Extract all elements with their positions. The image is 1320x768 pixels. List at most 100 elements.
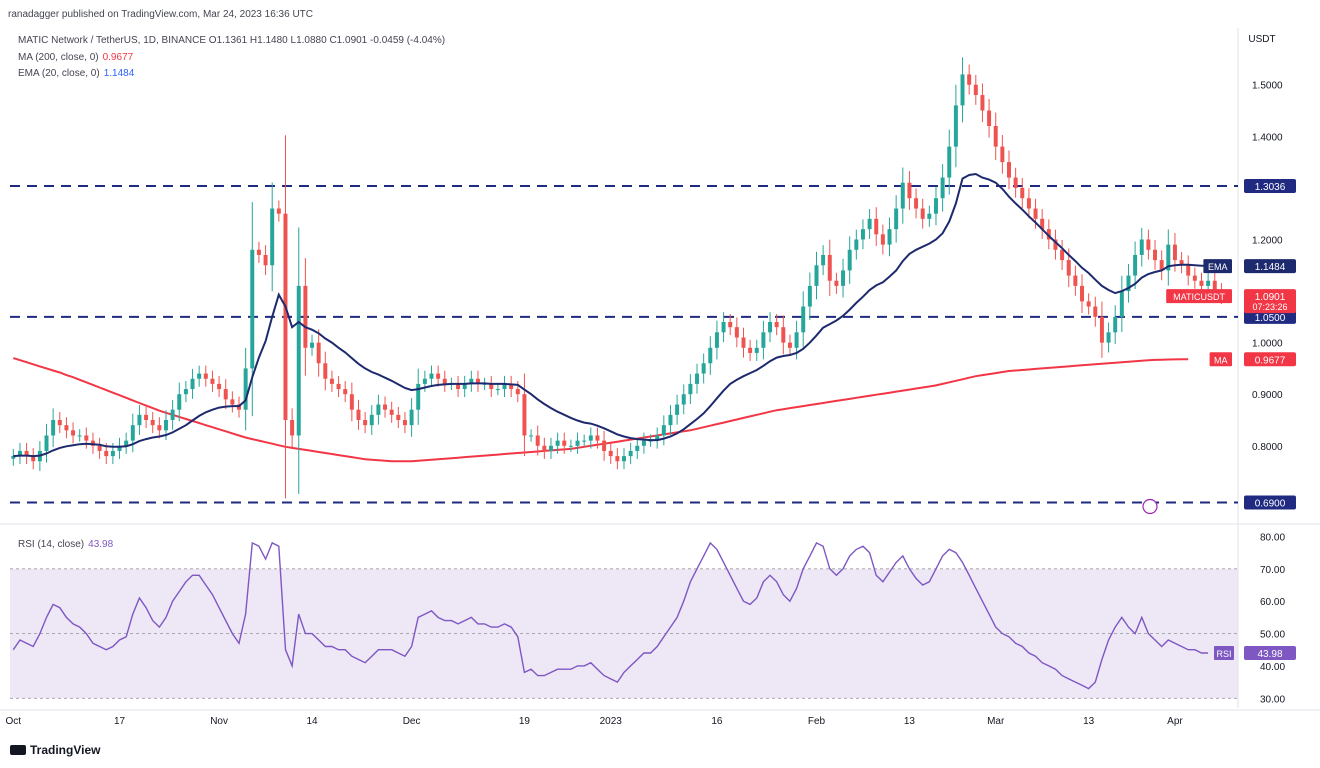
candle-body <box>681 394 686 405</box>
candle-body <box>303 285 308 348</box>
rsi-tick-label: 60.00 <box>1260 597 1285 608</box>
candle-body <box>887 229 892 245</box>
candle-body <box>163 420 168 431</box>
candle-body <box>953 105 958 147</box>
candle-body <box>442 378 447 384</box>
candle-body <box>1212 280 1217 292</box>
candle-body <box>137 414 142 426</box>
candle-body <box>900 182 905 209</box>
candle-body <box>44 435 49 451</box>
candles <box>11 57 1224 499</box>
candle-body <box>768 322 773 333</box>
candle-body <box>237 404 241 410</box>
candle-body <box>987 110 992 126</box>
candle-body <box>841 270 846 286</box>
candle-body <box>734 327 739 338</box>
rsi-legend-value: 43.98 <box>88 539 114 550</box>
candle-body <box>867 218 872 230</box>
ma-legend: MA (200, close, 0) 0.9677 <box>18 52 133 63</box>
candle-body <box>1093 306 1098 317</box>
tradingview-logo-icon <box>10 745 26 755</box>
horizontal-levels: 1.3036 1.0500 0.6900 <box>10 179 1296 510</box>
candle-body <box>1179 260 1184 266</box>
candle-body <box>960 74 965 106</box>
time-tick-label: Apr <box>1167 716 1183 727</box>
candle-body <box>1066 260 1071 276</box>
candle-body <box>728 322 733 328</box>
candle-body <box>329 378 334 384</box>
candle-body <box>1126 275 1131 292</box>
publish-info: ranadagger published on TradingView.com,… <box>8 9 314 20</box>
time-tick-label: Oct <box>6 716 22 727</box>
candle-body <box>933 198 938 214</box>
candle-body <box>263 254 268 266</box>
price-tick-label: 0.9000 <box>1252 390 1283 401</box>
tradingview-logo[interactable]: TradingView <box>10 743 100 757</box>
candle-body <box>177 394 182 410</box>
candle-body <box>1199 280 1204 286</box>
candle-body <box>509 383 514 390</box>
candle-body <box>847 249 852 271</box>
time-tick-label: 2023 <box>600 716 623 727</box>
candle-body <box>1099 316 1104 343</box>
candle-body <box>84 435 89 441</box>
time-tick-label: 14 <box>306 716 318 727</box>
candle-body <box>469 378 474 384</box>
lightning-icon <box>1142 498 1158 515</box>
badge-name: MATICUSDT <box>1173 292 1225 302</box>
price-tick-label: 1.5000 <box>1252 81 1283 92</box>
candle-body <box>396 414 401 420</box>
candle-body <box>97 445 102 451</box>
candle-body <box>276 208 281 214</box>
candle-body <box>807 285 812 307</box>
candle-body <box>110 450 115 457</box>
ema-legend-label: EMA (20, close, 0) <box>18 68 100 79</box>
ma-legend-label: MA (200, close, 0) <box>18 52 99 63</box>
candle-body <box>104 450 109 457</box>
candle-body <box>24 450 29 457</box>
candle-body <box>1026 198 1031 209</box>
candle-body <box>608 450 613 457</box>
badge-value: 1.0901 <box>1255 292 1286 303</box>
candle-body <box>157 425 162 431</box>
badge-value-box <box>1244 352 1296 367</box>
rsi-tick-label: 70.00 <box>1260 565 1285 576</box>
candle-body <box>323 363 328 379</box>
price-tick-label: 0.8000 <box>1252 442 1283 453</box>
time-tick-label: 16 <box>711 716 723 727</box>
candle-body <box>1086 301 1091 307</box>
price-tick-label: 1.2000 <box>1252 235 1283 246</box>
candle-body <box>210 378 215 384</box>
candle-body <box>635 445 640 451</box>
candle-body <box>170 409 175 420</box>
candle-body <box>1106 332 1111 343</box>
candle-body <box>130 425 135 441</box>
price-axis: USDT 1.5000 1.4000 1.2000 1.0000 0.9000 0.8000… <box>1248 34 1285 705</box>
badge-value-box <box>1244 259 1296 274</box>
rsi-path <box>12 541 1209 690</box>
rsi-tick-label: 40.00 <box>1260 662 1285 673</box>
candle-body <box>316 342 321 364</box>
candle-body <box>1153 249 1158 261</box>
badge-tag <box>1166 289 1232 304</box>
ema20-path <box>13 172 1222 458</box>
level-badge <box>1244 179 1296 194</box>
candle-body <box>1020 187 1025 199</box>
ema-legend: EMA (20, close, 0) 1.1484 <box>18 68 134 79</box>
candle-body <box>190 378 195 390</box>
candle-body <box>622 456 626 462</box>
ema20-line <box>13 172 1222 458</box>
candle-body <box>1133 254 1138 276</box>
rsi-tick-label: 30.00 <box>1260 694 1285 705</box>
candle-body <box>748 347 753 353</box>
candle-body <box>814 265 819 286</box>
badge-name: MA <box>1214 355 1228 365</box>
candle-body <box>794 332 799 348</box>
candle-body <box>71 430 76 436</box>
time-tick-label: Dec <box>403 716 421 727</box>
candle-body <box>661 425 666 436</box>
tradingview-logo-text: TradingView <box>30 743 101 757</box>
candle-body <box>1192 275 1197 281</box>
level-label: 0.6900 <box>1255 499 1286 510</box>
